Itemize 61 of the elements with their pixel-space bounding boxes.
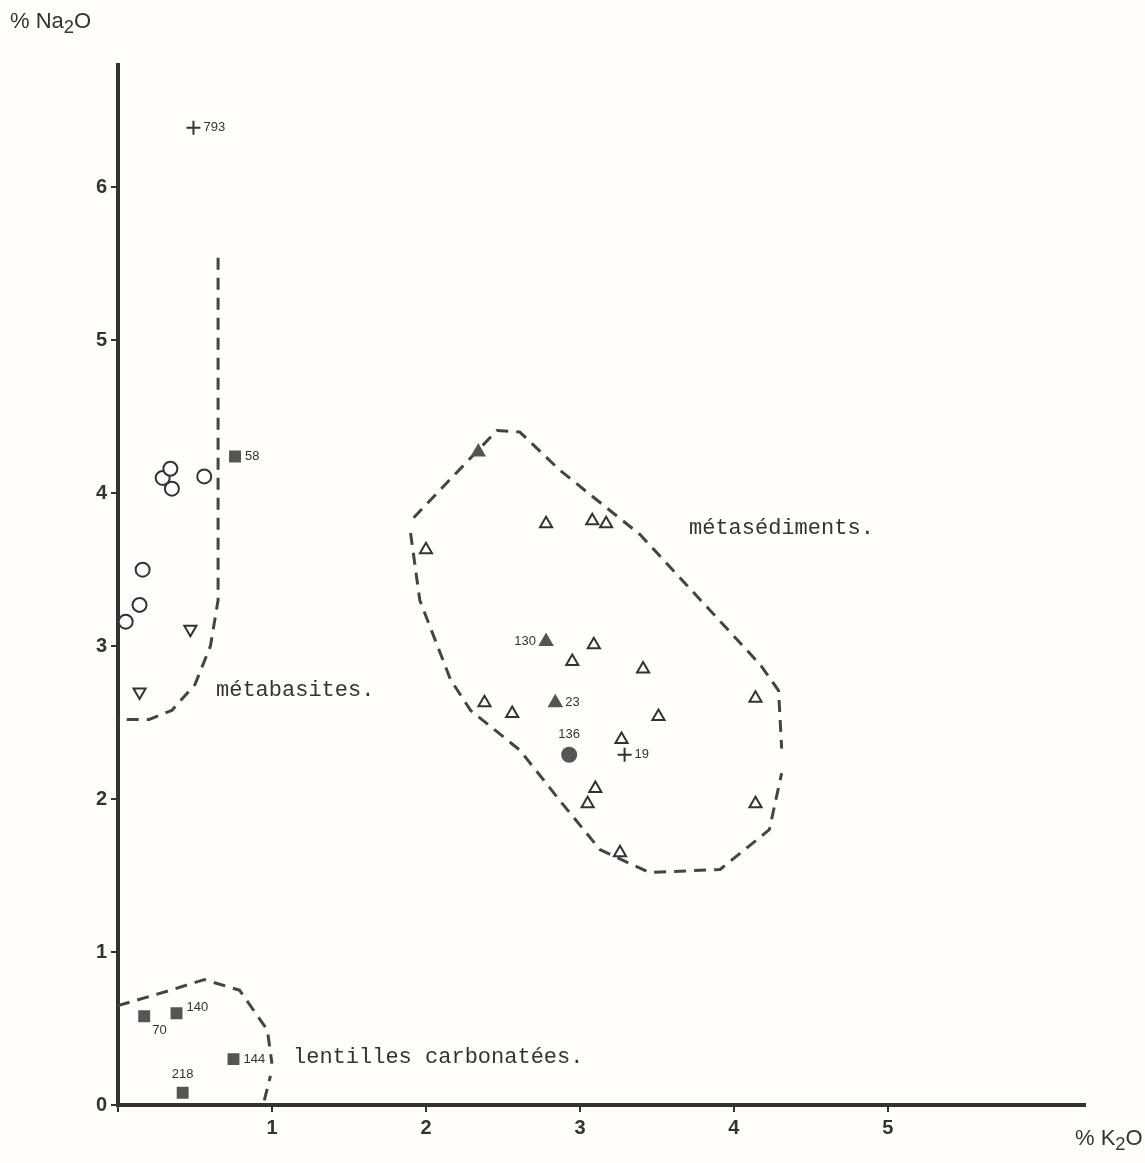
y-tick-label: 3: [95, 633, 107, 656]
annotation: 793: [203, 119, 226, 135]
x-tick-label: 2: [420, 1115, 432, 1138]
point: [616, 746, 633, 763]
point: [614, 731, 629, 744]
point: [612, 844, 628, 858]
annotation: métasédiments.: [689, 516, 874, 541]
annotation: 70: [152, 1021, 167, 1037]
point: [748, 690, 763, 703]
point: [227, 1053, 240, 1066]
point: [134, 561, 151, 578]
annotation: 58: [245, 448, 260, 464]
x-tick-label: 1: [266, 1115, 278, 1138]
point: [196, 468, 213, 485]
point: [585, 512, 600, 526]
point: [118, 613, 134, 630]
y-tick-label: 5: [95, 327, 107, 350]
x-tick-label: 5: [882, 1115, 894, 1138]
annotation: lentilles carbonatées.: [293, 1045, 584, 1070]
annotation: 136: [558, 726, 581, 742]
point: [580, 795, 595, 809]
annotation: 218: [171, 1066, 194, 1082]
annotation: 144: [243, 1050, 266, 1066]
x-tick-label: 3: [574, 1115, 586, 1138]
point: [539, 633, 554, 647]
point: [229, 450, 241, 463]
point: [163, 480, 180, 497]
point: [505, 705, 520, 718]
y-tick-label: 1: [95, 939, 107, 962]
y-tick-label: 0: [95, 1092, 107, 1115]
point: [176, 1086, 189, 1099]
annotation: métabasites.: [216, 678, 375, 703]
point: [748, 795, 763, 809]
y-tick-label: 2: [95, 786, 107, 809]
point: [131, 596, 148, 613]
point: [539, 515, 554, 529]
x-axis-title: % K$_{2}$O: [1075, 1125, 1143, 1156]
point: [471, 443, 486, 457]
line-series: [118, 978, 274, 1066]
annotation: 19: [634, 746, 650, 762]
point: [418, 541, 434, 555]
point: [586, 636, 601, 650]
x-tick-label: 4: [728, 1115, 741, 1138]
y-axis-title: % Na$_{2}$O: [10, 8, 92, 39]
point: [565, 653, 580, 666]
point: [651, 708, 666, 722]
annotation: 130: [514, 633, 537, 649]
annotation: 140: [186, 998, 209, 1014]
point: [185, 119, 202, 136]
point: [138, 1010, 151, 1023]
point: [588, 780, 603, 793]
point: [477, 694, 492, 708]
point: [599, 515, 614, 529]
y-tick-label: 4: [95, 480, 108, 503]
point: [561, 746, 578, 763]
point: [548, 694, 563, 708]
annotation: 23: [565, 694, 580, 710]
point: [170, 1007, 183, 1020]
point: [162, 460, 179, 477]
y-tick-label: 6: [95, 174, 107, 197]
point: [636, 661, 651, 674]
